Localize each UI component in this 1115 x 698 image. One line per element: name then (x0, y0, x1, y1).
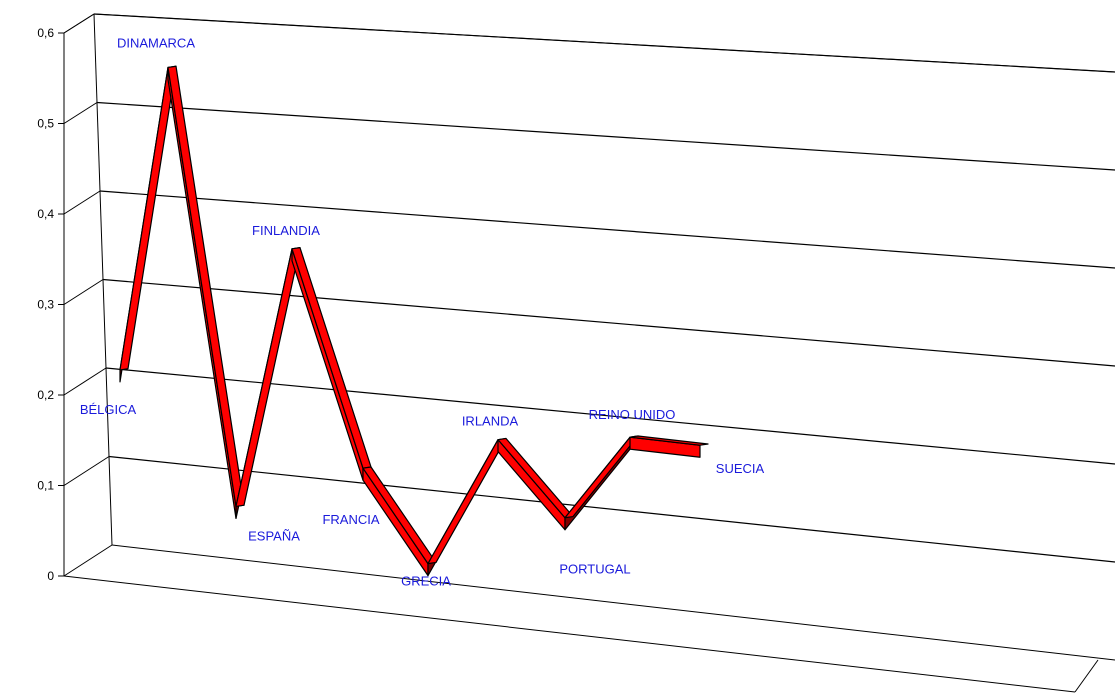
ribbon-segment-top (291, 247, 372, 469)
y-tick-label: 0,1 (37, 479, 54, 493)
category-label: REINO UNIDO (589, 407, 676, 422)
side-gridline (63, 279, 104, 305)
back-gridline (102, 278, 1115, 367)
back-gridline (93, 13, 1115, 73)
ribbon-segment-top (119, 65, 177, 371)
y-tick-label: 0,5 (37, 117, 54, 131)
y-tick-label: 0 (47, 569, 54, 583)
ribbon-segment-top (497, 437, 574, 519)
y-axis: 0 0,1 0,2 0,3 0,4 0,5 0,6 (37, 26, 64, 583)
back-gridline (105, 367, 1115, 465)
category-label: GRECIA (401, 574, 451, 589)
y-tick-label: 0,4 (37, 207, 54, 221)
side-gridline (63, 190, 101, 215)
category-label: PORTUGAL (559, 562, 630, 577)
side-gridline (63, 13, 95, 34)
y-tick-label: 0,3 (37, 298, 54, 312)
gridlines (63, 13, 1115, 563)
category-label: ESPAÑA (248, 528, 300, 543)
floor-left-edge (63, 544, 113, 577)
side-gridline (63, 102, 98, 124)
y-tick-label: 0,6 (37, 26, 54, 40)
ribbon-segment-top (235, 247, 301, 508)
category-label: BÉLGICA (80, 402, 137, 417)
data-ribbon (119, 65, 709, 577)
side-gridline (63, 367, 107, 396)
ribbon-segment-top (564, 435, 639, 519)
floor-front-edge (63, 575, 1076, 693)
back-gridline (108, 455, 1115, 563)
category-label: IRLANDA (462, 414, 519, 429)
back-gridline (99, 190, 1115, 269)
y-tick-label: 0,2 (37, 388, 54, 402)
ribbon-segment-top (427, 437, 507, 565)
category-label: FRANCIA (322, 512, 379, 527)
side-gridline (63, 456, 110, 486)
category-label: FINLANDIA (252, 223, 320, 238)
data-labels: BÉLGICA DINAMARCA ESPAÑA FINLANDIA FRANCIA GR… (80, 35, 765, 588)
category-label: SUECIA (716, 461, 765, 476)
floor-back-edge (111, 544, 1115, 661)
category-label: DINAMARCA (117, 35, 195, 50)
back-gridline (96, 101, 1115, 171)
floor-right-edge (1074, 659, 1099, 693)
ribbon-segment-top (629, 435, 709, 446)
ribbon-segment (497, 439, 566, 531)
